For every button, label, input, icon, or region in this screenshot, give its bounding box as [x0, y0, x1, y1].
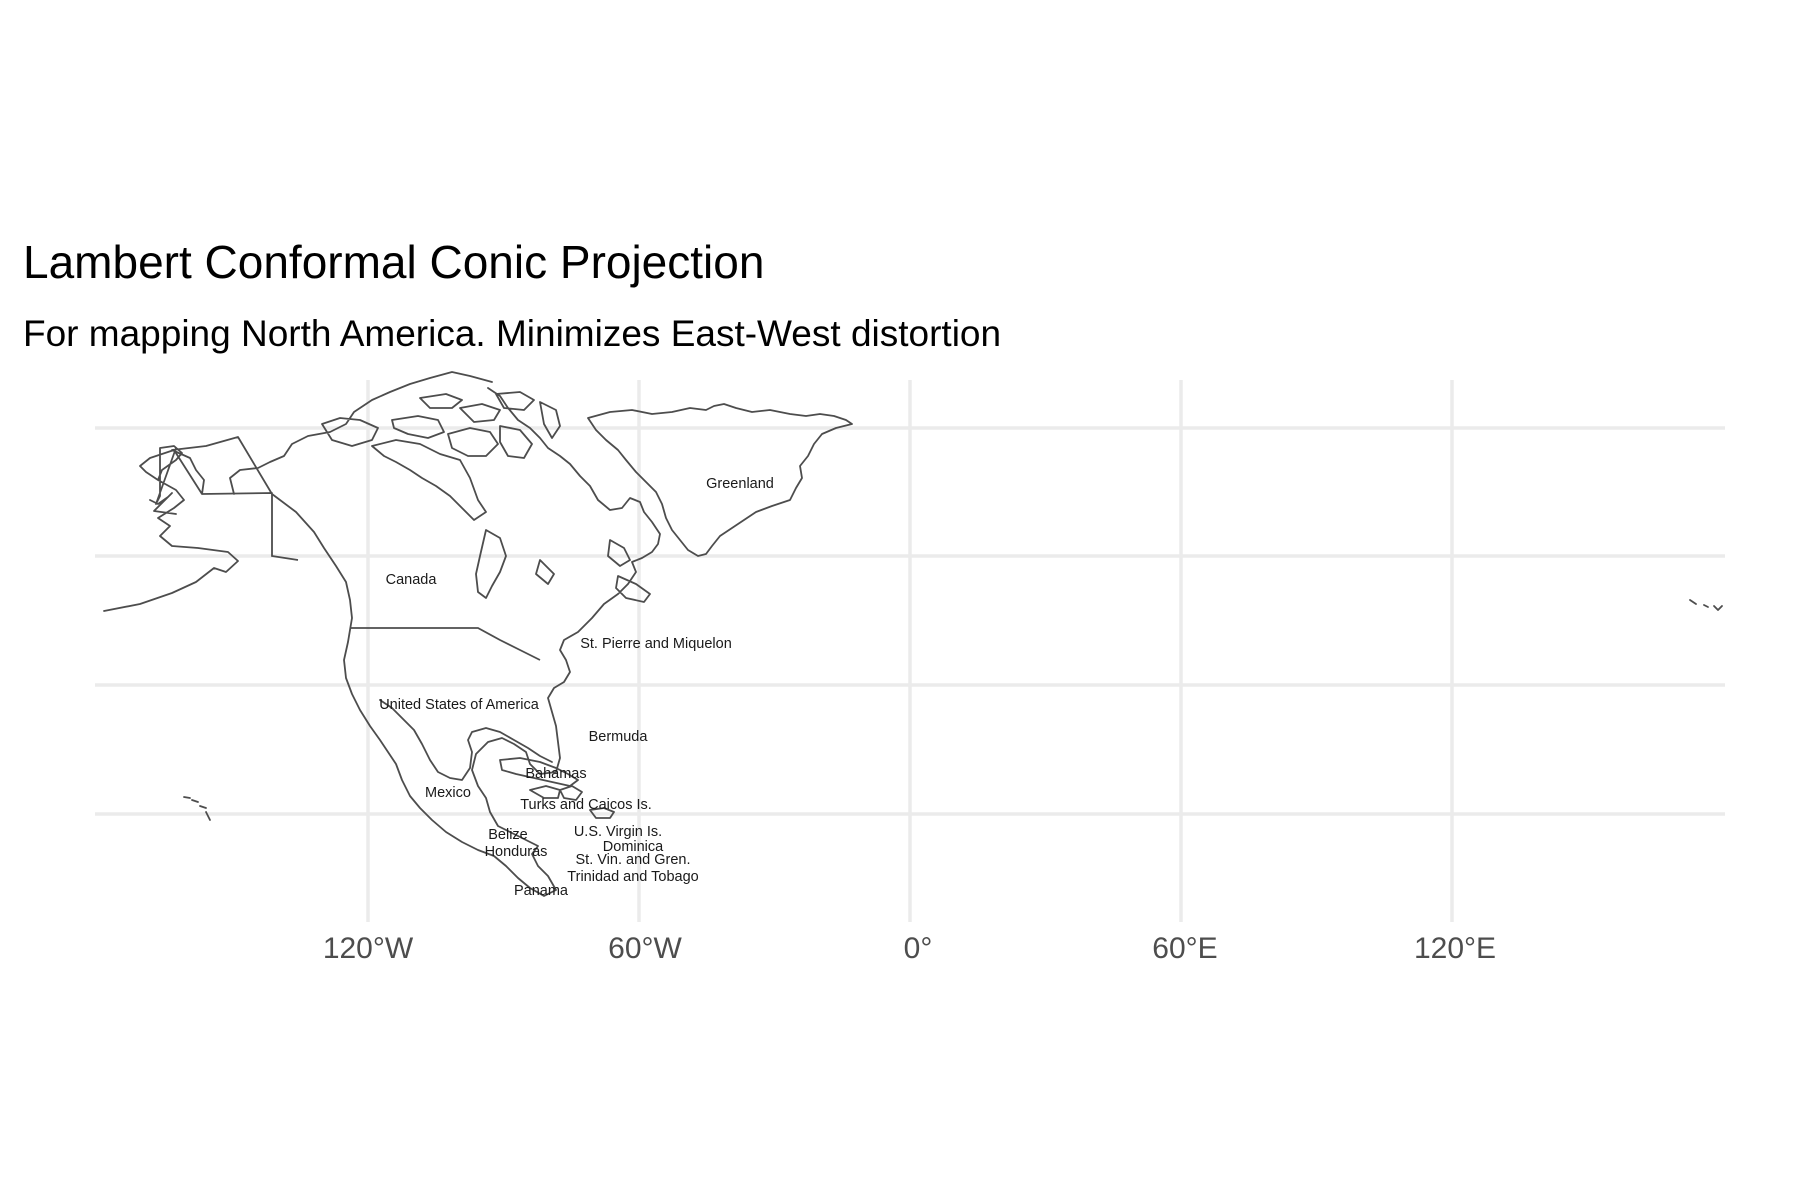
hawaii-islands: [183, 796, 211, 821]
x-tick-label: 120°W: [323, 932, 414, 965]
land-outlines: [103, 371, 1723, 897]
x-tick-label: 120°E: [1414, 932, 1496, 965]
country-label-st-vin-and-gren: St. Vin. and Gren.: [576, 852, 691, 868]
greenland-coastline: [587, 403, 853, 557]
country-label-honduras: Honduras: [485, 844, 548, 860]
x-tick-label: 60°E: [1152, 932, 1217, 965]
country-label-bermuda: Bermuda: [589, 729, 649, 745]
longitude-axis: 120°W 60°W 0° 60°E 120°E: [323, 932, 1496, 965]
country-labels: Greenland Canada St. Pierre and Miquelon…: [379, 476, 774, 899]
graticule: [95, 380, 1725, 922]
country-label-panama: Panama: [514, 883, 569, 899]
us-canada-border: [350, 627, 541, 661]
country-label-st-pierre-and-miquelon: St. Pierre and Miquelon: [580, 636, 732, 652]
country-label-dominica: Dominica: [603, 839, 664, 855]
country-label-greenland: Greenland: [706, 476, 774, 492]
x-tick-label: 0°: [904, 932, 933, 965]
map-subtitle: For mapping North America. Minimizes Eas…: [23, 313, 1001, 354]
map-title: Lambert Conformal Conic Projection: [23, 236, 764, 288]
country-label-mexico: Mexico: [425, 785, 471, 801]
country-label-turks-and-caicos: Turks and Caicos Is.: [520, 797, 652, 813]
aleutian-islands-east: [1689, 599, 1723, 611]
country-label-trinidad-and-tobago: Trinidad and Tobago: [567, 869, 698, 885]
alaska-canada-border: [271, 494, 299, 561]
country-label-bahamas: Bahamas: [525, 766, 586, 782]
country-label-united-states: United States of America: [379, 697, 540, 713]
north-america-coastline: [103, 371, 661, 897]
country-label-belize: Belize: [488, 827, 528, 843]
country-label-canada: Canada: [386, 572, 438, 588]
country-label-us-virgin-islands: U.S. Virgin Is.: [574, 824, 662, 840]
gulf-coast-and-caribbean: [379, 699, 615, 819]
x-tick-label: 60°W: [608, 932, 682, 965]
